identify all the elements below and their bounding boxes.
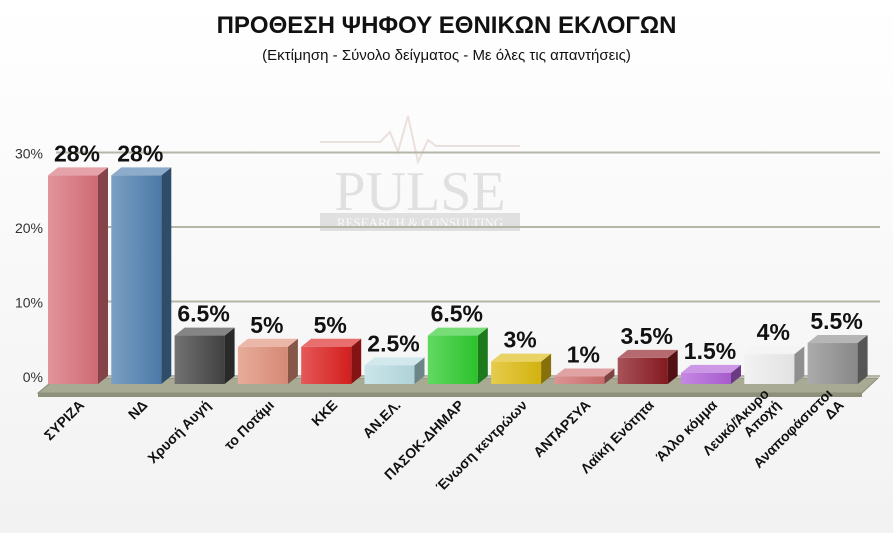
bar [744, 346, 805, 384]
chart-subtitle: (Εκτίμηση - Σύνολο δείγματος - Με όλες τ… [262, 47, 631, 64]
y-tick-label: 0% [23, 369, 43, 385]
category-label: ΑΝ.ΕΛ. [359, 397, 403, 441]
data-label: 4% [757, 319, 790, 345]
bar [681, 364, 741, 384]
data-label: 3% [503, 327, 536, 353]
bars-layer [48, 167, 868, 384]
y-tick-label: 30% [15, 146, 43, 162]
y-tick-label: 20% [15, 220, 43, 236]
bar [427, 327, 488, 384]
category-label: ΝΔ [125, 397, 151, 423]
watermark-name: PULSE [334, 161, 505, 223]
category-label: το Ποτάμι [221, 397, 277, 453]
bar [174, 327, 235, 384]
bar [111, 167, 172, 384]
floor-front [38, 393, 862, 397]
data-label: 5% [314, 312, 347, 338]
bar [237, 338, 298, 384]
category-label: ΣΥΡΙΖΑ [41, 397, 87, 443]
bar [48, 167, 108, 384]
data-label: 5% [250, 312, 283, 338]
y-tick-label: 10% [15, 295, 43, 311]
bar [491, 353, 552, 384]
data-label: 5.5% [810, 308, 862, 334]
bar [364, 357, 425, 384]
category-label: Χρυσή Αυγή [144, 397, 213, 466]
data-label: 3.5% [620, 323, 672, 349]
data-label: 6.5% [177, 301, 229, 327]
bar [554, 368, 615, 384]
data-label: 6.5% [431, 301, 483, 327]
pulse-watermark-logo: PULSE RESEARCH & CONSULTING [320, 115, 520, 231]
data-label: 28% [54, 140, 100, 166]
category-label: ΑΝΤΑΡΣΥΑ [530, 397, 593, 460]
bar [807, 335, 868, 384]
chart-title: ΠΡΟΘΕΣΗ ΨΗΦΟΥ ΕΘΝΙΚΩΝ ΕΚΛΟΓΩΝ [216, 12, 677, 39]
bar [301, 338, 362, 384]
category-label: ΚΚΕ [308, 397, 340, 429]
data-label: 2.5% [367, 330, 419, 356]
bar [617, 349, 678, 384]
data-label: 1% [567, 342, 600, 368]
data-label: 1.5% [684, 338, 736, 364]
data-label: 28% [117, 140, 163, 166]
